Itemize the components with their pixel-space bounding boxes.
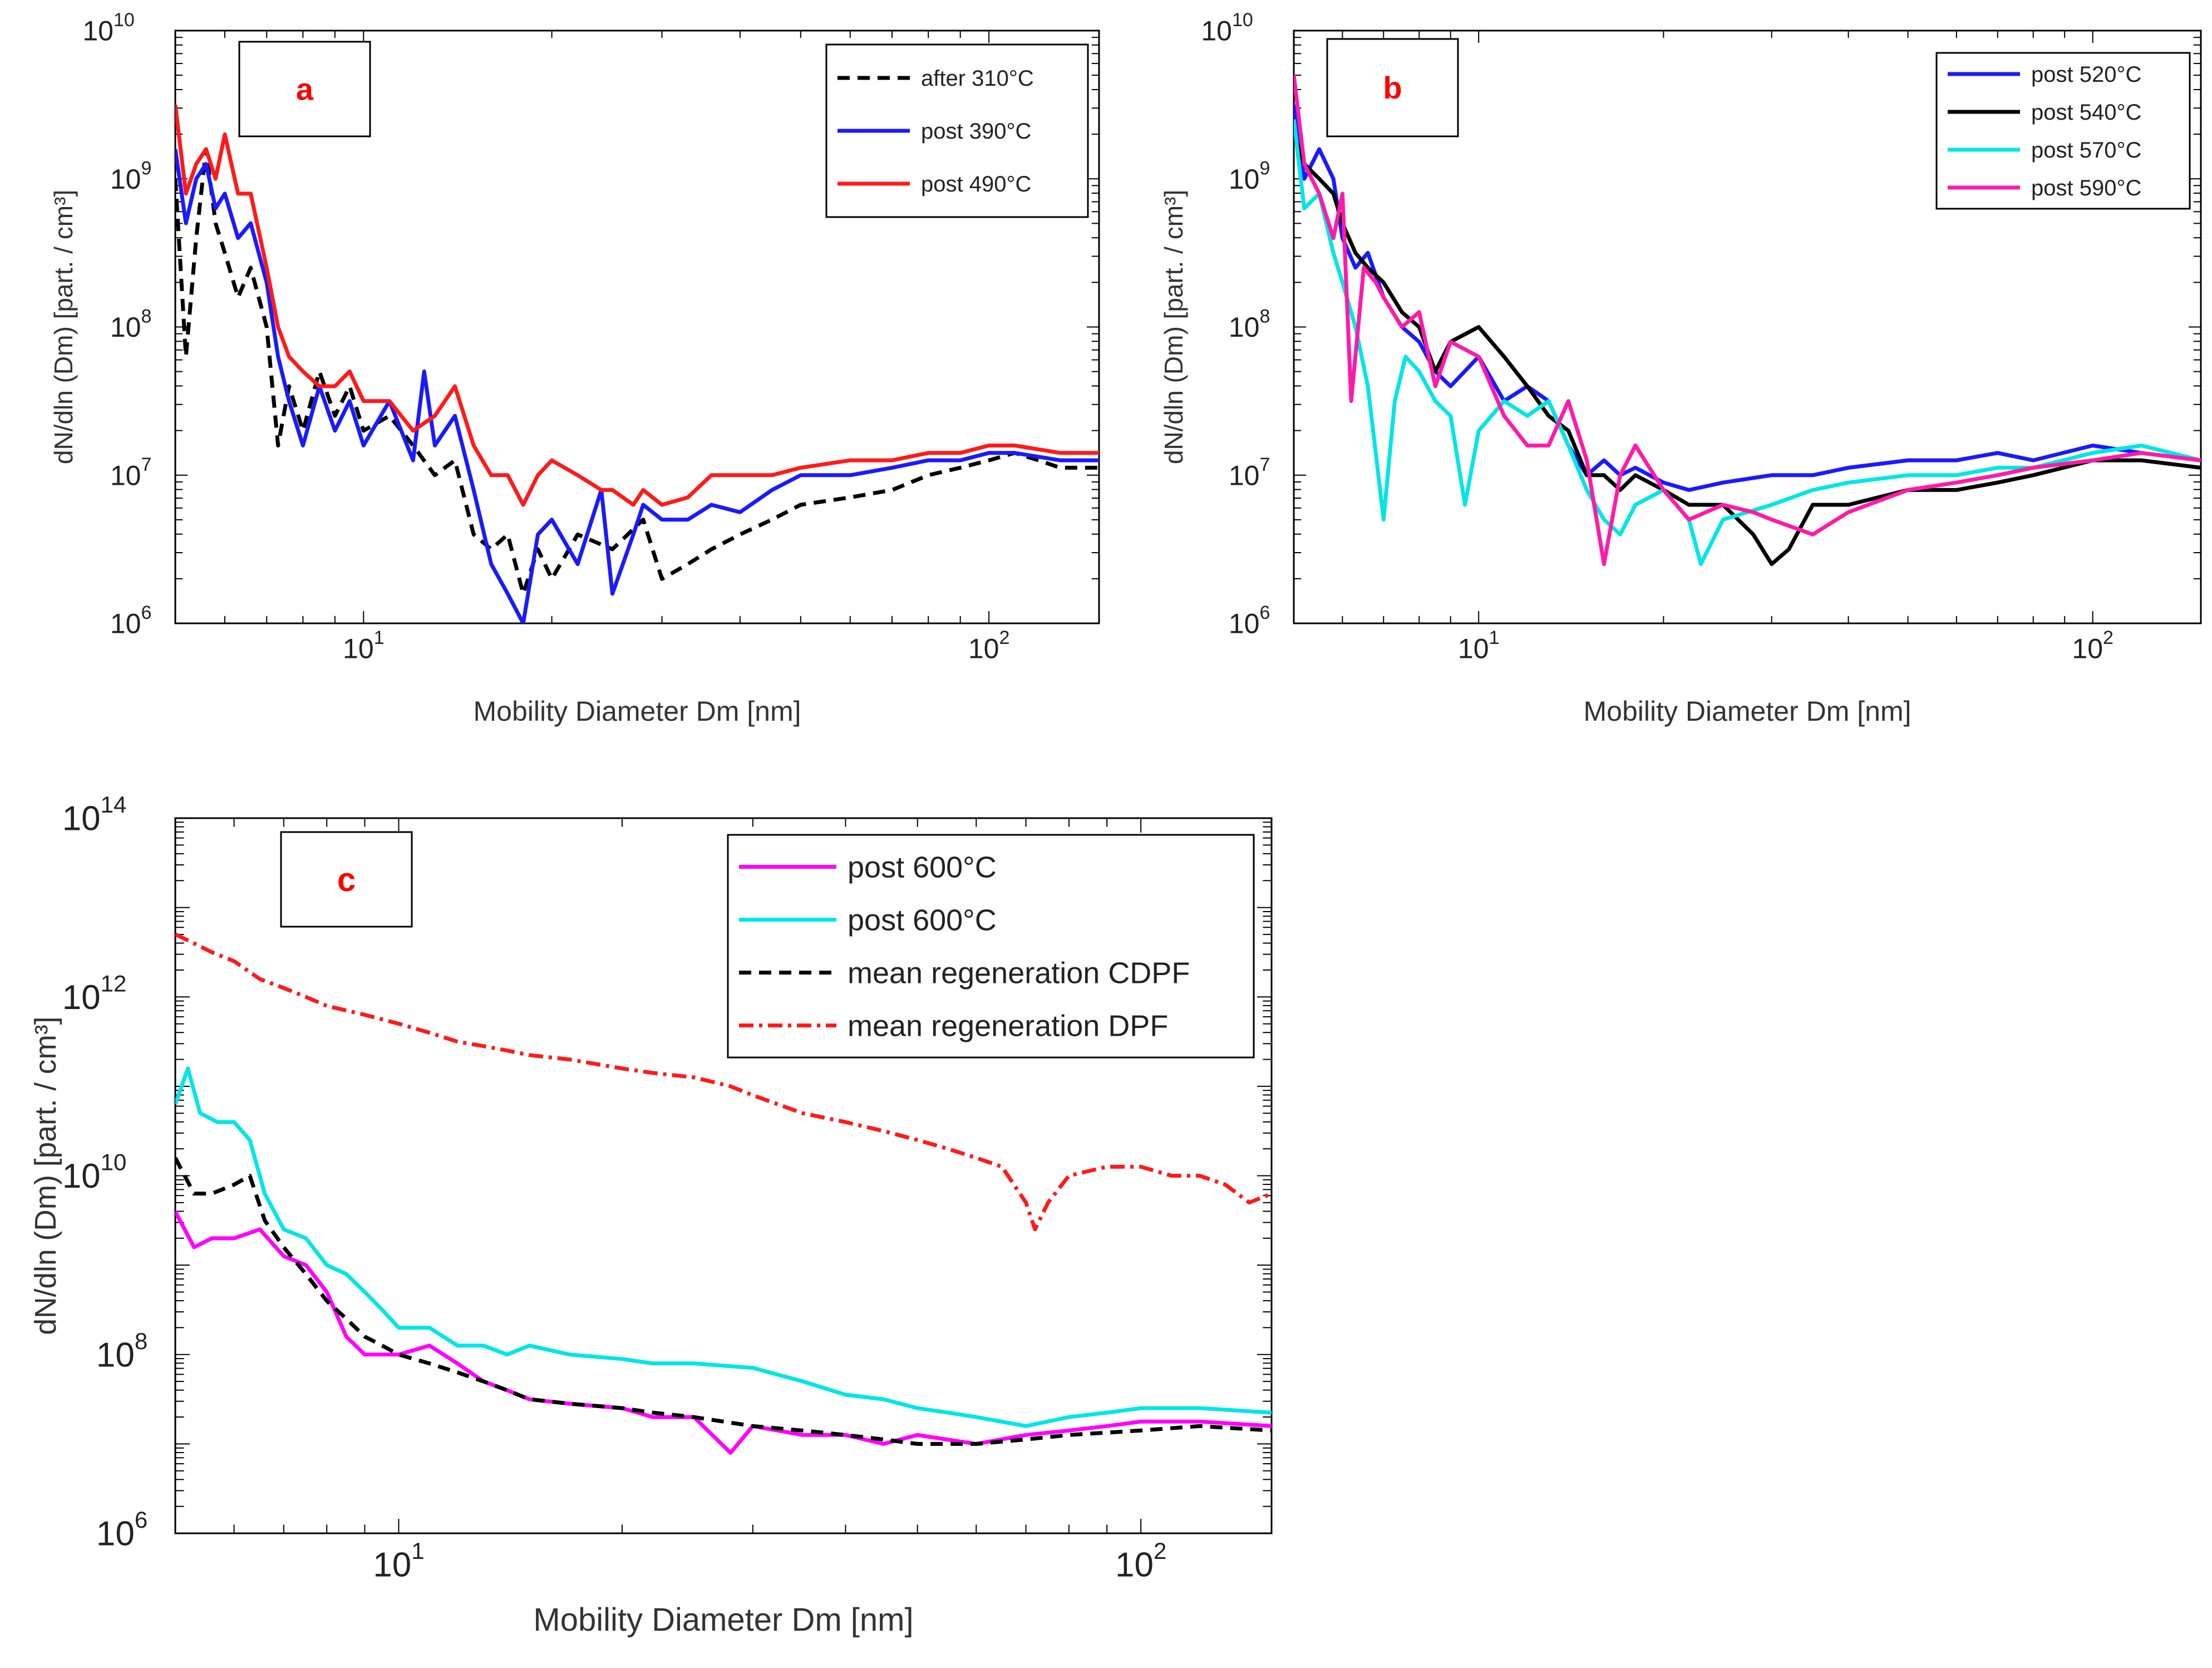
y-tick-label: 108 xyxy=(1229,306,1270,343)
y-tick-label: 1010 xyxy=(82,9,134,47)
legend-box xyxy=(727,834,1255,1059)
y-tick-label: 108 xyxy=(110,306,152,343)
x-tick-label: 101 xyxy=(373,1538,424,1585)
legend: post 520°C post 540°C post 570°C post 590°C xyxy=(1935,52,2191,210)
series-line-3 xyxy=(175,1157,1272,1446)
y-tick-label: 1012 xyxy=(62,970,127,1017)
legend-label: post 520°C xyxy=(2031,62,2141,87)
x-axis-label: Mobility Diameter Dm [nm] xyxy=(1584,696,1912,727)
legend-label: post 590°C xyxy=(2031,176,2141,200)
y-tick-label: 106 xyxy=(96,1507,147,1553)
y-tick-label: 1014 xyxy=(62,791,127,838)
legend-label: post 540°C xyxy=(2031,100,2141,125)
legend: post 600°C post 600°C mean regeneration CD… xyxy=(727,834,1255,1059)
legend-label: post 600°C xyxy=(848,850,997,884)
x-tick-label: 101 xyxy=(1458,627,1500,665)
series-line-1 xyxy=(175,1211,1272,1455)
y-tick-label: 107 xyxy=(1229,454,1270,491)
x-tick-label: 102 xyxy=(968,627,1010,665)
legend-label: post 390°C xyxy=(921,119,1031,144)
series-line-2 xyxy=(175,149,1099,623)
y-tick-label: 1010 xyxy=(62,1149,127,1196)
y-tick-label: 109 xyxy=(110,158,152,195)
y-tick-label: 1010 xyxy=(1201,9,1253,47)
panel-label-box xyxy=(1326,38,1459,137)
series-line-3 xyxy=(1294,119,2201,566)
panel-c: 101 102 106 108 1010 1012 1014 Mobility Diamete… xyxy=(29,791,1273,1638)
y-tick-label: 106 xyxy=(1229,602,1270,639)
panel-label: a xyxy=(296,72,314,107)
panel-label: b xyxy=(1383,70,1402,105)
legend-label: mean regeneration DPF xyxy=(848,1009,1168,1042)
y-axis-label: dN/dln (Dm) [part. / cm³] xyxy=(49,190,78,464)
legend: after 310°C post 390°C post 490°C xyxy=(825,43,1089,218)
y-tick-label: 106 xyxy=(110,602,152,639)
panel-label-box xyxy=(238,41,371,137)
panel-b: 101 102 106 107 108 109 1010 Mobility Diameter … xyxy=(1159,9,2202,727)
x-minor-ticks xyxy=(1293,31,2093,623)
panel-label: c xyxy=(337,861,356,898)
legend-box xyxy=(1935,52,2191,210)
x-tick-label: 102 xyxy=(2072,627,2114,665)
legend-label: after 310°C xyxy=(921,66,1034,91)
series-line-4 xyxy=(175,932,1272,1232)
y-tick-label: 107 xyxy=(110,454,152,491)
series-line-4 xyxy=(1294,75,2201,566)
y-axis-label: dN/dln (Dm) [part. / cm³] xyxy=(1159,190,1188,464)
x-axis-label: Mobility Diameter Dm [nm] xyxy=(533,1602,913,1638)
series-line-3 xyxy=(175,104,1099,507)
y-tick-label: 109 xyxy=(1229,158,1270,195)
y-axis-label: dN/dln (Dm) [part. / cm³] xyxy=(29,1016,62,1335)
y-tick-label: 108 xyxy=(96,1328,147,1375)
panel-a: 101 102 106 107 108 109 1010 Mobility Diameter … xyxy=(49,9,1100,727)
x-axis-label: Mobility Diameter Dm [nm] xyxy=(474,696,801,727)
legend-label: post 600°C xyxy=(848,903,997,937)
series-line-1 xyxy=(175,147,1099,596)
legend-label: post 570°C xyxy=(2031,138,2141,163)
x-tick-label: 101 xyxy=(343,627,385,665)
legend-label: mean regeneration CDPF xyxy=(848,956,1190,990)
x-minor-ticks xyxy=(175,31,990,623)
x-tick-label: 102 xyxy=(1115,1538,1166,1585)
panel-label-box xyxy=(280,831,413,928)
series-line-2 xyxy=(175,1066,1272,1428)
x-minor-ticks xyxy=(175,818,1142,1533)
legend-label: post 490°C xyxy=(921,172,1031,196)
